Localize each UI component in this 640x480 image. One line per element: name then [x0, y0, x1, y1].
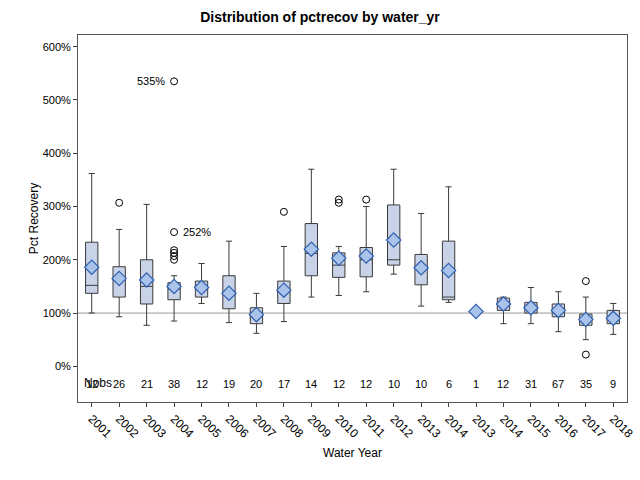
svg-text:2017: 2017: [579, 412, 608, 441]
svg-text:1: 1: [473, 378, 479, 390]
svg-text:535%: 535%: [137, 75, 165, 87]
svg-text:2014: 2014: [442, 412, 471, 441]
svg-text:12: 12: [196, 378, 208, 390]
svg-text:0%: 0%: [55, 360, 71, 372]
svg-text:38: 38: [168, 378, 180, 390]
svg-text:10: 10: [415, 378, 427, 390]
svg-text:12: 12: [333, 378, 345, 390]
svg-text:9: 9: [610, 378, 616, 390]
svg-text:2014: 2014: [497, 412, 526, 441]
svg-text:600%: 600%: [43, 41, 71, 53]
svg-text:2006: 2006: [223, 412, 252, 441]
svg-text:2015: 2015: [525, 412, 554, 441]
svg-text:12: 12: [497, 378, 509, 390]
svg-text:14: 14: [305, 378, 317, 390]
svg-text:Nobs: Nobs: [84, 376, 112, 390]
svg-text:100%: 100%: [43, 307, 71, 319]
svg-text:2013: 2013: [415, 412, 444, 441]
svg-text:12: 12: [360, 378, 372, 390]
svg-text:2010: 2010: [332, 412, 361, 441]
svg-text:2016: 2016: [552, 412, 581, 441]
svg-text:67: 67: [552, 378, 564, 390]
svg-text:200%: 200%: [43, 254, 71, 266]
svg-text:400%: 400%: [43, 147, 71, 159]
svg-text:2008: 2008: [278, 412, 307, 441]
svg-text:19: 19: [223, 378, 235, 390]
svg-text:21: 21: [141, 378, 153, 390]
svg-text:2005: 2005: [195, 412, 224, 441]
svg-text:31: 31: [525, 378, 537, 390]
svg-text:Water Year: Water Year: [323, 446, 382, 460]
svg-text:2018: 2018: [607, 412, 636, 441]
svg-text:2012: 2012: [387, 412, 416, 441]
svg-text:2002: 2002: [113, 412, 142, 441]
svg-text:2013: 2013: [470, 412, 499, 441]
svg-text:500%: 500%: [43, 94, 71, 106]
svg-text:6: 6: [446, 378, 452, 390]
svg-text:2001: 2001: [85, 412, 114, 441]
svg-text:2003: 2003: [140, 412, 169, 441]
svg-text:17: 17: [278, 378, 290, 390]
svg-text:20: 20: [250, 378, 262, 390]
svg-text:2004: 2004: [168, 412, 197, 441]
svg-text:2011: 2011: [360, 412, 388, 440]
svg-text:252%: 252%: [183, 226, 211, 238]
svg-text:26: 26: [113, 378, 125, 390]
svg-text:10: 10: [388, 378, 400, 390]
svg-text:300%: 300%: [43, 200, 71, 212]
svg-text:35: 35: [580, 378, 592, 390]
svg-text:2007: 2007: [250, 412, 279, 441]
svg-text:12: 12: [86, 378, 98, 390]
svg-text:2009: 2009: [305, 412, 334, 441]
svg-text:Distribution of pctrecov by wa: Distribution of pctrecov by water_yr: [200, 9, 440, 25]
svg-text:Pct Recovery: Pct Recovery: [27, 183, 41, 254]
